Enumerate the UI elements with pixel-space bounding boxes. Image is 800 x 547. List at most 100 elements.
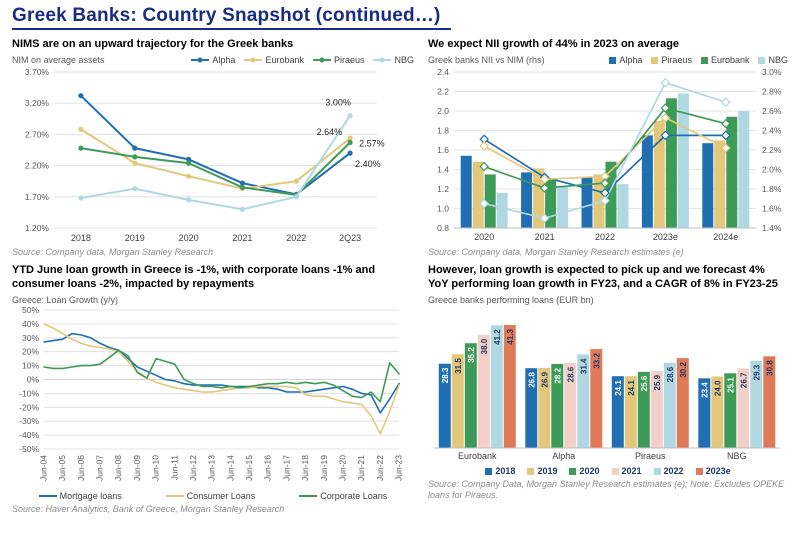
legend-item-alpha: Alpha xyxy=(191,55,235,65)
diamond-marker xyxy=(720,143,731,154)
legend-item-eurobank: Eurobank xyxy=(244,55,304,65)
bar-value-label: 25.6 xyxy=(640,375,649,391)
nii-bar-eurobank-2021 xyxy=(545,178,557,229)
y-tick-label: -50% xyxy=(19,444,39,454)
nii-bar-nbg-2022 xyxy=(617,184,629,229)
diamond-marker xyxy=(600,196,610,206)
y-tick-label: -40% xyxy=(19,430,39,440)
y-tick-label: 10% xyxy=(22,361,39,371)
data-point xyxy=(78,127,84,133)
bar-value-label: 30.2 xyxy=(679,362,688,378)
data-point xyxy=(186,173,192,180)
legend-swatch-icon xyxy=(569,467,577,475)
bar-value-label: 26.9 xyxy=(540,371,549,387)
data-point xyxy=(78,93,84,99)
legend-item-2018: 2018 xyxy=(485,466,515,476)
nii-bar-piraeus-2021 xyxy=(533,168,545,229)
diamond-marker xyxy=(720,119,731,129)
legend-label: Corporate Loans xyxy=(320,491,388,502)
legend-line-marker-icon xyxy=(299,495,318,498)
bar-value-label: 28.6 xyxy=(666,366,675,382)
diamond-marker xyxy=(660,78,671,88)
legend-item-piraeus: Piraeus xyxy=(651,55,692,65)
bar-value-label: 41.3 xyxy=(506,329,515,345)
performing_loans-bar-eurobank-2019 xyxy=(451,354,464,449)
x-tick-label: Jun-10 xyxy=(151,455,161,481)
legend-item-consumer-loans: Consumer Loans xyxy=(165,491,255,501)
loan-growth-chart-title: YTD June loan growth in Greece is -1%, w… xyxy=(12,263,376,290)
category-label: Alpha xyxy=(552,451,575,461)
performing_loans-bar-alpha-2022 xyxy=(577,354,590,449)
category-label: NBG xyxy=(727,451,747,461)
bar-value-label: 25.9 xyxy=(653,374,662,390)
x-tick-label: Jun-16 xyxy=(263,455,273,481)
data-point xyxy=(78,195,84,201)
performing_loans-bar-piraeus-2021 xyxy=(650,371,663,449)
legend-line-marker-icon xyxy=(38,495,57,498)
x-tick-label: 2021 xyxy=(535,232,555,242)
legend-item-mortgage-loans: Mortgage loans xyxy=(38,491,122,501)
x-tick-label: 2020 xyxy=(179,233,199,243)
data-point xyxy=(347,135,353,141)
bar-value-label: 33.2 xyxy=(592,353,601,369)
performing_loans-bar-nbg-2022 xyxy=(750,360,763,449)
y-tick-label-left: 1.8 xyxy=(437,126,449,136)
legend-label: 2020 xyxy=(579,466,600,477)
y-tick-label-left: 0.8 xyxy=(437,223,449,233)
diamond-marker xyxy=(660,103,671,114)
nim-chart-title: NIMS are on an upward trajectory for the… xyxy=(12,38,294,50)
performing_loans-bar-eurobank-2022 xyxy=(490,325,503,449)
nii-bar-eurobank-2024e xyxy=(726,117,738,229)
performing_loans-bar-eurobank-2020 xyxy=(464,343,477,449)
category-label: Piraeus xyxy=(635,451,666,461)
legend-swatch-icon xyxy=(700,56,708,64)
loan-growth-line-chart: 50% 40% 30% 20% 10% 0% -10% -20% -30% -40% -50% Jun… xyxy=(12,306,414,491)
charts-grid: NIMS are on an upward trajectory for the… xyxy=(12,35,788,515)
nii-bar-alpha-2021 xyxy=(521,172,533,229)
data-label-eurobank: 2.64% xyxy=(317,127,343,137)
y-tick-label-left: 1.2 xyxy=(437,184,449,194)
data-point xyxy=(293,178,299,185)
x-tick-label: Jun-13 xyxy=(207,455,217,481)
nim-series-alpha xyxy=(79,94,352,196)
legend-swatch-icon xyxy=(611,467,619,475)
y-tick-label: 2.70% xyxy=(25,130,50,140)
loan_growth-series-consumer-loans xyxy=(43,323,400,435)
bar-value-label: 23.4 xyxy=(700,382,709,398)
legend-label: 2022 xyxy=(663,466,684,477)
data-point xyxy=(239,185,245,191)
performing_loans-bar-piraeus-2023e xyxy=(676,358,689,449)
diamond-marker xyxy=(539,183,550,194)
performing_loans-bar-piraeus-2020 xyxy=(637,371,650,449)
loan-growth-source: Source: Haver Analytics, Bank of Greece,… xyxy=(12,504,285,515)
loan_growth-series-mortgage-loans xyxy=(43,332,400,414)
category-label: Eurobank xyxy=(458,451,497,461)
legend-item-2023e: 2023e xyxy=(695,466,731,477)
data-point xyxy=(132,145,138,151)
performing_loans-bar-alpha-2023e xyxy=(590,349,603,449)
performing_loans-bar-alpha-2020 xyxy=(551,364,564,449)
legend-item-piraeus: Piraeus xyxy=(312,55,364,65)
y-tick-label: 40% xyxy=(22,319,39,329)
legend-line-marker-icon xyxy=(373,57,392,63)
y-tick-label-right: 2.0% xyxy=(762,165,782,175)
x-tick-label: Jun-15 xyxy=(244,455,254,481)
x-tick-label: Jun-07 xyxy=(95,455,105,481)
diamond-marker xyxy=(539,213,550,224)
nim-legend: Alpha Eurobank Piraeus NBG xyxy=(191,55,414,65)
diamond-marker xyxy=(660,113,671,123)
nii-bar-nbg-2020 xyxy=(496,193,508,229)
performing_loans-bar-nbg-2018 xyxy=(698,378,711,449)
legend-label: Eurobank xyxy=(265,55,304,66)
bar-value-label: 29.3 xyxy=(752,364,761,380)
legend-item-corporate-loans: Corporate Loans xyxy=(299,491,387,501)
bar-value-label: 41.2 xyxy=(493,329,502,345)
bar-value-label: 26.8 xyxy=(527,372,536,388)
performing_loans-bar-nbg-2021 xyxy=(737,368,750,449)
y-tick-label-left: 2.4 xyxy=(437,67,449,77)
nii-bar-alpha-2023e xyxy=(641,135,653,229)
nii-bar-alpha-2024e xyxy=(702,143,714,229)
legend-label: 2021 xyxy=(621,466,642,477)
legend-label: 2023e xyxy=(705,466,731,477)
performing-loans-subtitle-row: Greece banks performing loans (EUR bn) xyxy=(428,295,788,305)
